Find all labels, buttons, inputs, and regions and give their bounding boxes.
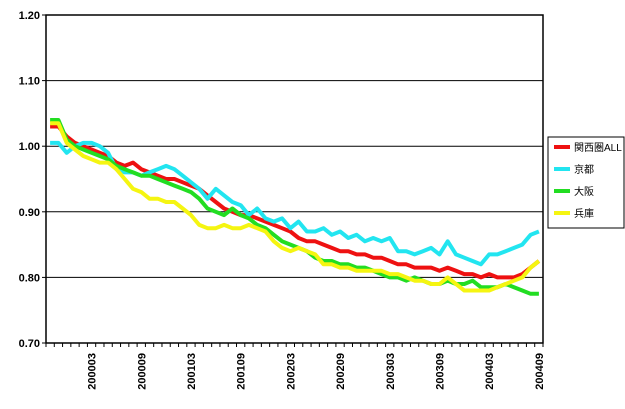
y-tick-label: 1.10 [19, 76, 40, 88]
y-tick-label: 0.80 [19, 272, 40, 284]
x-tick-label: 200103 [186, 353, 198, 390]
plot-area [46, 15, 543, 343]
y-tick-label: 0.90 [19, 207, 40, 219]
x-tick-label: 200403 [484, 353, 496, 390]
y-tick-label: 1.20 [19, 10, 40, 22]
x-tick-label: 200203 [285, 353, 297, 390]
series-line [50, 124, 541, 280]
x-tick-label: 200009 [136, 353, 148, 390]
y-tick-label: 0.70 [19, 338, 40, 350]
x-tick-label: 200303 [385, 353, 397, 390]
series-line [50, 121, 541, 293]
legend-label: 大阪 [574, 185, 594, 198]
x-tick-label: 200409 [534, 353, 546, 390]
plot-border [45, 14, 544, 344]
legend-label: 関西圏ALL [574, 142, 622, 154]
x-tick-label: 200003 [87, 353, 99, 390]
x-tick-label: 200109 [236, 353, 248, 390]
y-tick-label: 1.00 [19, 141, 40, 153]
x-tick-label: 200209 [335, 353, 347, 390]
legend-label: 兵庫 [574, 207, 594, 220]
legend-label: 京都 [574, 163, 594, 176]
x-tick-label: 200309 [434, 353, 446, 390]
